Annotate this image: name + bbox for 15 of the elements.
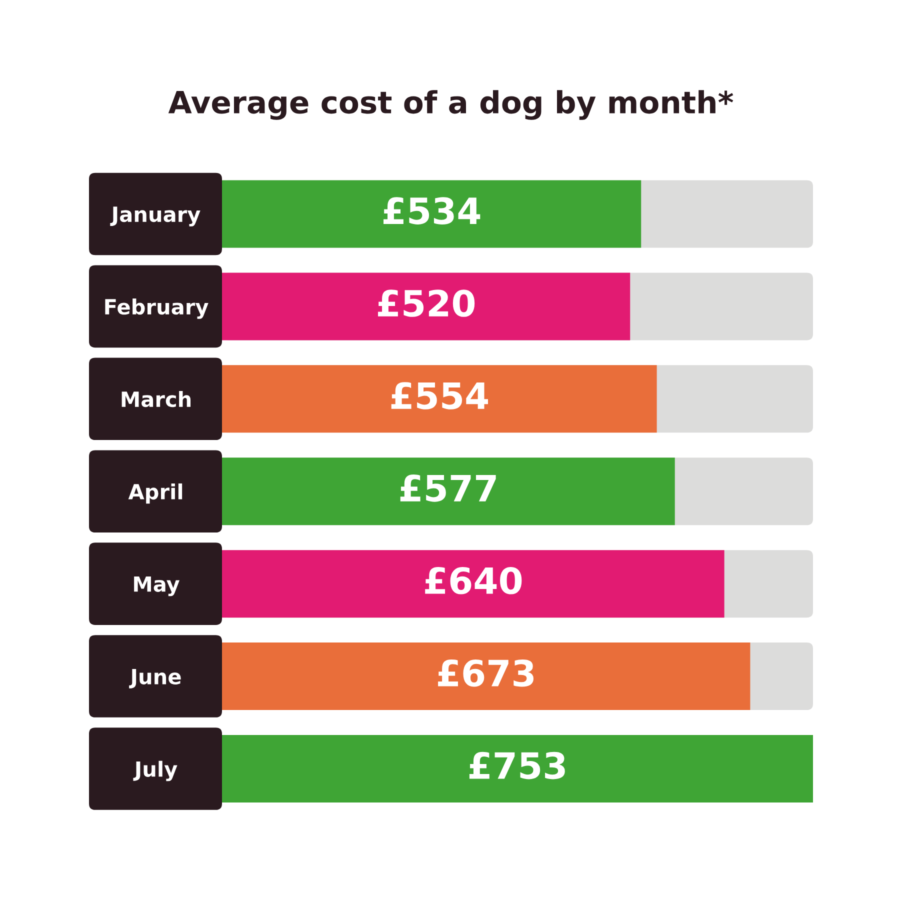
y-tick-label: April	[128, 483, 182, 504]
data-label: £753	[469, 752, 565, 780]
data-label: £577	[400, 474, 496, 502]
data-label: £554	[391, 382, 488, 410]
data-label: £534	[384, 197, 480, 224]
data-label: £673	[438, 659, 534, 687]
y-tick-label: July	[133, 760, 178, 782]
chart-title: Average cost of a dog by month*	[168, 90, 734, 120]
y-tick-label: February	[105, 298, 208, 319]
y-tick-label: June	[129, 669, 181, 688]
data-label: £520	[378, 290, 475, 317]
y-tick-label: March	[122, 390, 191, 408]
y-tick-label: May	[134, 576, 180, 596]
data-label: £640	[425, 566, 522, 594]
y-tick-label: January	[110, 206, 200, 226]
